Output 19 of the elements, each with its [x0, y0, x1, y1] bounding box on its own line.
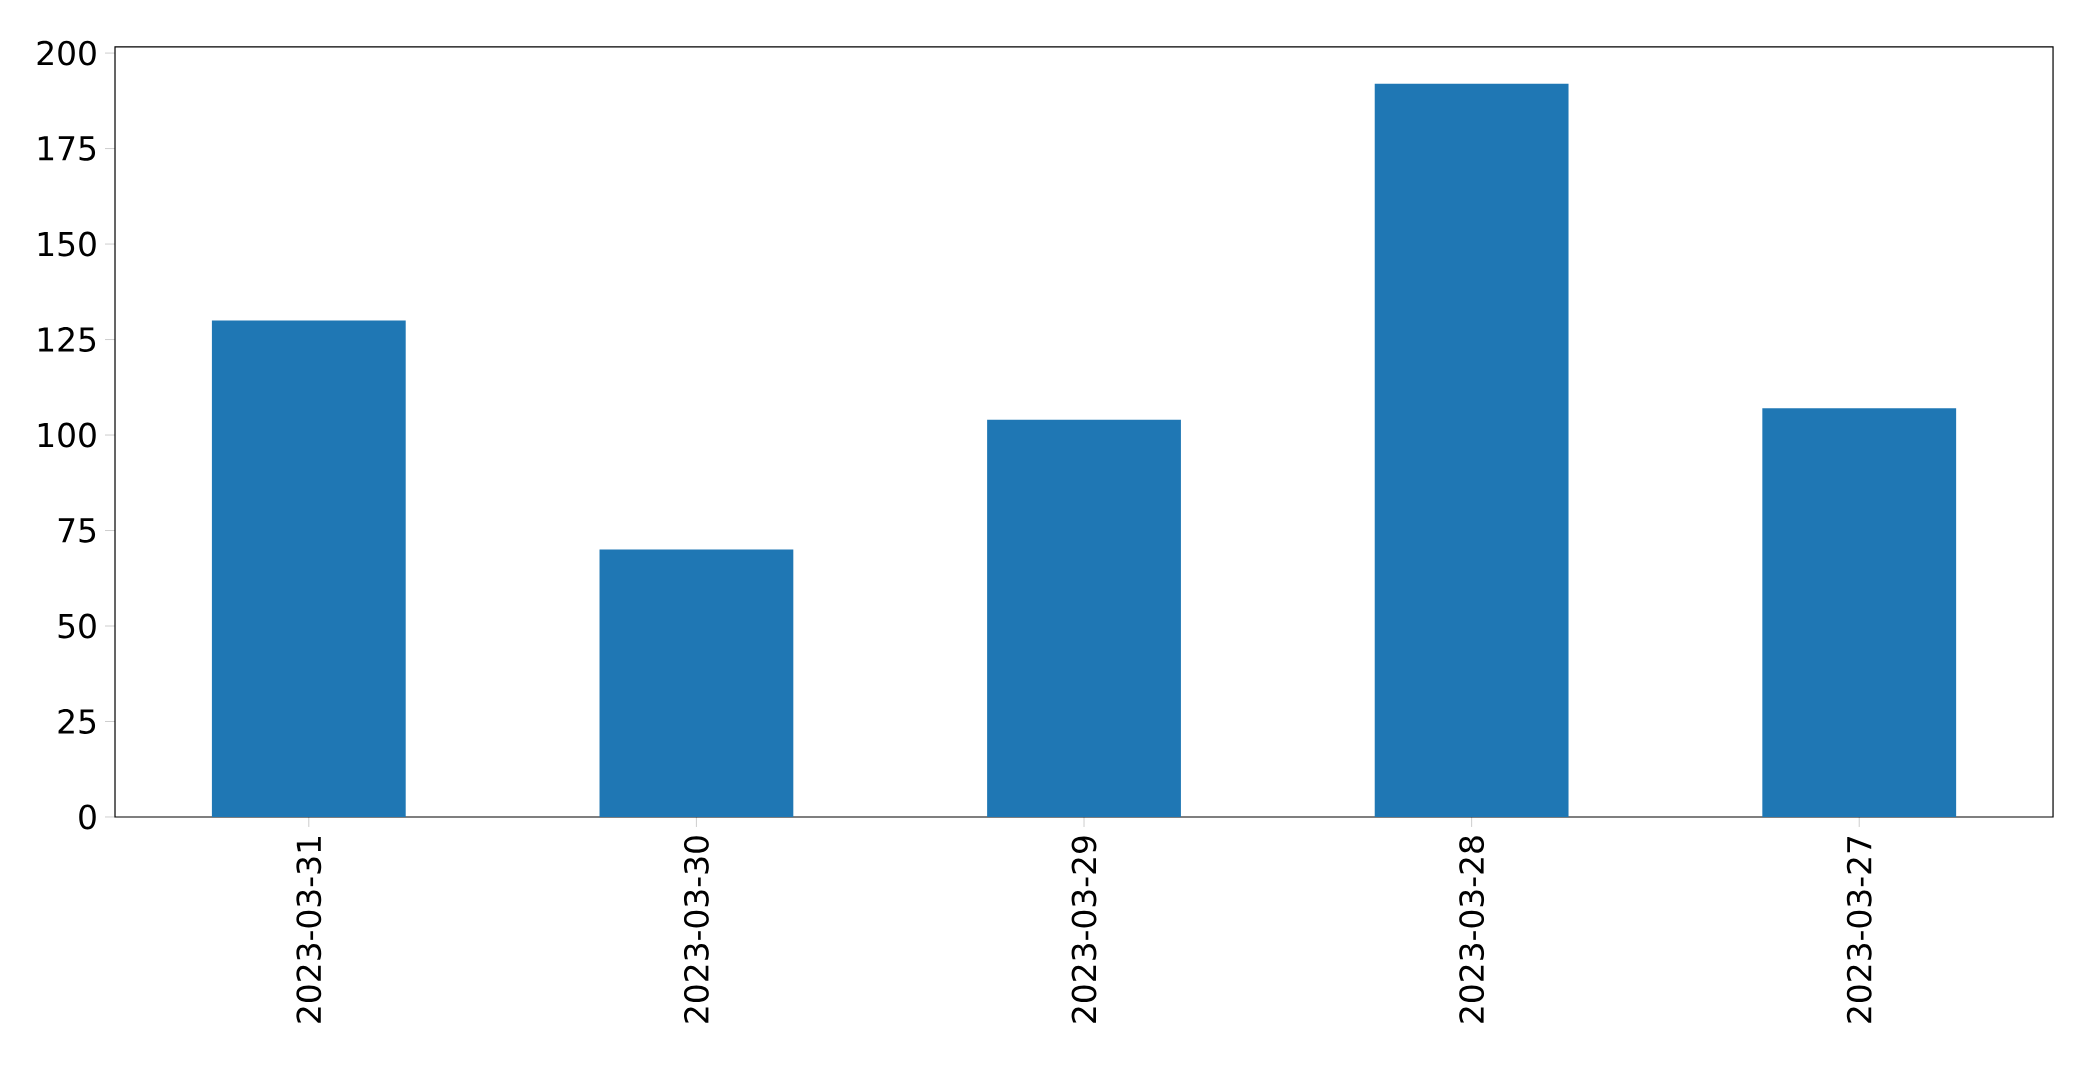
x-tick-label: 2023-03-31	[296, 837, 322, 1023]
y-tick-label: 100	[38, 422, 96, 448]
bar	[987, 419, 1181, 817]
y-tick-label: 75	[58, 518, 96, 543]
x-tick-label: 2023-03-28	[1459, 836, 1485, 1023]
y-tick-label: 175	[38, 136, 96, 161]
bar	[211, 320, 406, 817]
y-tick-label: 50	[58, 613, 96, 639]
y-tick-label: 25	[58, 709, 96, 734]
x-tick-label: 2023-03-29	[1071, 836, 1097, 1023]
bar	[599, 549, 794, 817]
bar	[1762, 408, 1957, 817]
y-tick-label: 125	[38, 327, 96, 352]
y-tick-label: 0	[79, 804, 96, 830]
y-tick-label: 200	[37, 40, 96, 66]
x-tick-label: 2023-03-27	[1846, 836, 1872, 1023]
x-tick-label: 2023-03-30	[683, 836, 709, 1023]
y-tick-label: 150	[38, 231, 96, 257]
bar	[1374, 83, 1569, 817]
